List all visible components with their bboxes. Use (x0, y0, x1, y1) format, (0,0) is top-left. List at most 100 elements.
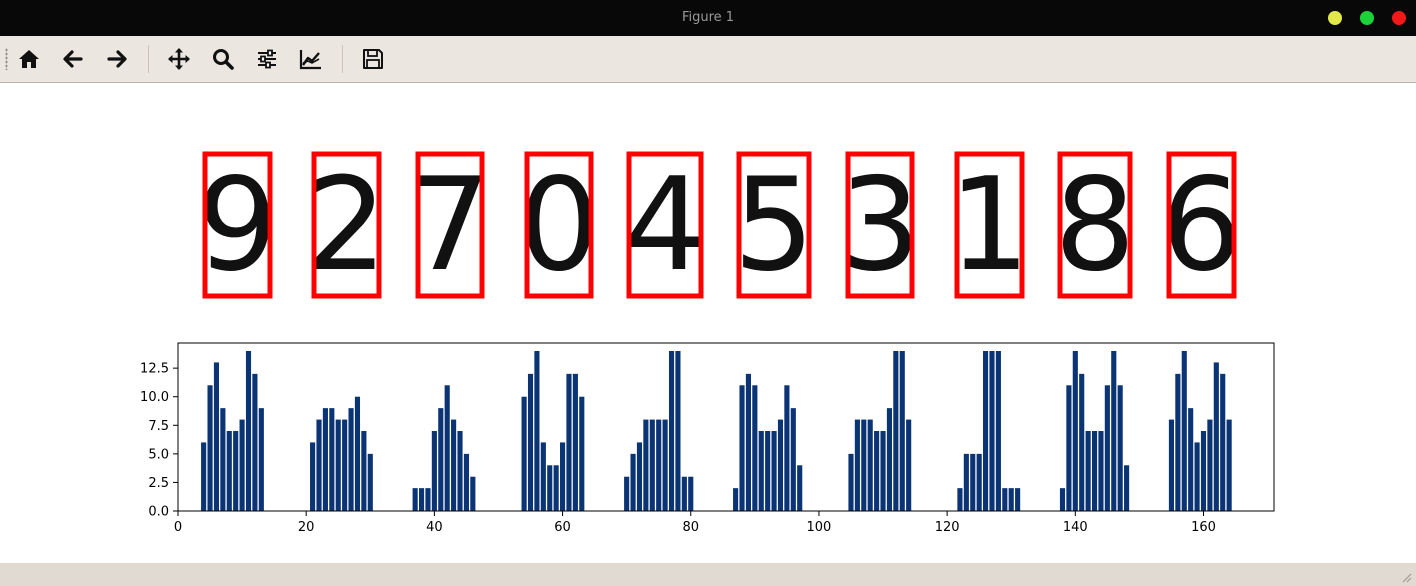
histogram-bar (886, 408, 893, 511)
histogram-bar (1072, 351, 1078, 511)
histogram-bar (874, 431, 880, 511)
histogram-bar (675, 351, 681, 511)
histogram-bar (1124, 465, 1130, 511)
histogram-bar (233, 431, 239, 511)
histogram-bar (201, 442, 207, 511)
digit-glyph: 5 (733, 151, 814, 300)
save-button[interactable] (357, 43, 389, 75)
histogram-bar (335, 419, 341, 511)
histogram-bar (899, 351, 905, 511)
histogram-bar (1200, 431, 1207, 511)
histogram-bar (1059, 488, 1066, 511)
y-tick-label: 5.0 (148, 447, 169, 462)
resize-grip-icon[interactable] (1400, 571, 1412, 583)
digit-bounding-box (202, 151, 273, 299)
histogram-bar (258, 408, 264, 511)
toolbar-separator (342, 45, 343, 73)
toolbar-separator (148, 45, 149, 73)
histogram-bar (444, 385, 450, 511)
histogram-bar (649, 419, 655, 511)
forward-button[interactable] (101, 43, 133, 75)
histogram-bar (553, 465, 559, 511)
histogram-bar (983, 351, 989, 511)
histogram-bar (1008, 488, 1014, 511)
histogram-bar (848, 453, 854, 511)
y-tick-label: 0.0 (148, 505, 169, 520)
digit-glyph: 6 (1161, 151, 1242, 300)
histogram-bar (656, 419, 662, 511)
histogram-bar (662, 419, 668, 511)
configure-subplots-button[interactable] (251, 43, 283, 75)
histogram-bar (252, 373, 258, 511)
histogram-bar (316, 419, 322, 511)
histogram-bar (765, 431, 771, 511)
zoom-button[interactable] (207, 43, 239, 75)
status-bar (0, 563, 1416, 586)
digit-bounding-box (311, 151, 382, 299)
histogram-bar (412, 488, 418, 511)
digit-bounding-box (736, 151, 812, 299)
y-tick-label: 2.5 (148, 476, 169, 491)
toolbar (0, 36, 1416, 83)
histogram-bar (521, 396, 527, 511)
y-tick-label: 7.5 (148, 419, 169, 434)
edit-axes-button[interactable] (295, 43, 327, 75)
digit-glyph: 1 (949, 151, 1030, 300)
histogram-bar (745, 373, 751, 511)
histogram-bar (681, 476, 687, 511)
digit-bounding-box (626, 151, 704, 299)
close-button[interactable] (1392, 11, 1406, 25)
digit-glyph: 9 (197, 151, 278, 300)
floppy-disk-icon (363, 49, 383, 69)
histogram-bar (1098, 431, 1104, 511)
histogram-bar (624, 476, 630, 511)
x-tick-label: 40 (426, 520, 443, 535)
histogram-bar (1104, 385, 1110, 511)
histogram-bar (733, 488, 739, 511)
histogram-bar (367, 453, 373, 511)
histogram-bar (1207, 419, 1213, 511)
histogram-bar (213, 362, 220, 511)
home-button[interactable] (13, 43, 45, 75)
histogram-bar (797, 465, 803, 511)
histogram-bar (1091, 431, 1098, 511)
toolbar-grip[interactable] (5, 48, 8, 70)
histogram-chart: 0 20 40 60 80 100 120 140 160 0.0 2.5 5.0 7.5 10.0 12.… (140, 342, 1275, 535)
histogram-bar (777, 419, 784, 511)
histogram-bar (1079, 373, 1085, 511)
histogram-bar (559, 442, 566, 511)
minimize-button[interactable] (1328, 11, 1342, 25)
back-button[interactable] (57, 43, 89, 75)
pan-button[interactable] (163, 43, 195, 75)
line-chart-icon (299, 50, 321, 70)
move-icon (168, 48, 190, 70)
digit-bounding-box (524, 151, 594, 299)
maximize-button[interactable] (1360, 11, 1374, 25)
histogram-bar (906, 419, 912, 511)
histogram-bar (431, 431, 437, 511)
digit-boxes (202, 151, 1237, 299)
x-tick-label: 120 (935, 520, 960, 535)
histogram-bar (790, 408, 796, 511)
histogram-bar (771, 431, 777, 511)
histogram-bar (310, 442, 316, 511)
histogram-bar (1213, 362, 1219, 511)
histogram-bar (207, 385, 213, 511)
histogram-bar (1175, 373, 1181, 511)
x-tick-label: 0 (174, 520, 182, 535)
digit-bounding-box (415, 151, 485, 299)
histogram-bar (527, 373, 534, 511)
histogram-bar (989, 351, 995, 511)
histogram-bar (861, 419, 867, 511)
digit-bounding-box (1057, 151, 1133, 299)
digit-bounding-box (845, 151, 915, 299)
histogram-bar (880, 431, 886, 511)
digit-glyph: 7 (409, 151, 490, 300)
histogram-bar (463, 453, 469, 511)
histogram-bar (1015, 488, 1021, 511)
histogram-bar (1226, 419, 1232, 511)
digit-glyph: 3 (839, 151, 920, 300)
